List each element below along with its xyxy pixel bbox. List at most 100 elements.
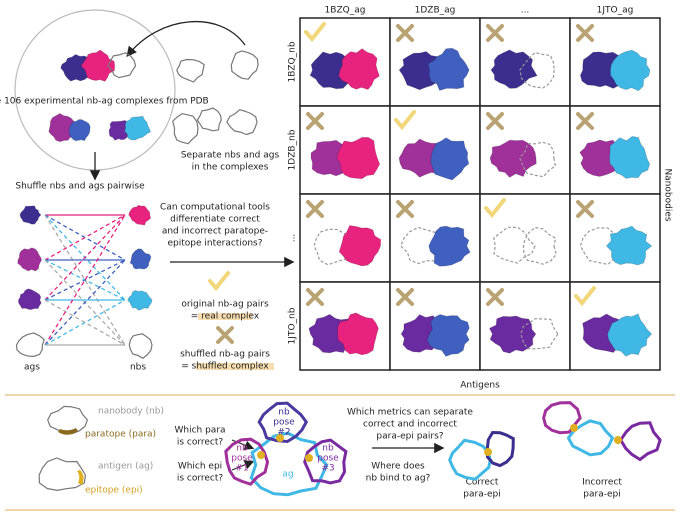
outline: [230, 50, 259, 80]
nb-pose: [224, 437, 270, 486]
question: is correct?: [177, 474, 224, 484]
outline: [15, 332, 45, 358]
question: Which para: [174, 426, 225, 436]
question: Where does: [371, 462, 425, 472]
outline: [38, 457, 86, 491]
check-mark: [484, 198, 506, 219]
check-mark: [574, 286, 596, 307]
protein: [128, 204, 152, 226]
protein: [606, 313, 653, 357]
pose-label: nb: [278, 408, 290, 418]
protein: [68, 118, 91, 142]
protein: [430, 137, 470, 181]
pose-label: pose: [273, 418, 295, 428]
axis-title: Antigens: [460, 381, 500, 391]
nb: [618, 421, 662, 462]
legend-text: epitope (epi): [85, 486, 143, 496]
caption: Take 106 experimental nb-ag complexes fr…: [0, 97, 209, 107]
arrow: [231, 460, 255, 471]
paratope: [58, 428, 78, 435]
cross-mark: [306, 200, 324, 218]
epitope: [77, 470, 84, 485]
outline: [519, 52, 555, 89]
pair-line: [44, 259, 126, 301]
cross-mark: [396, 24, 414, 42]
outline: [47, 405, 88, 435]
caption: para-epi: [463, 490, 500, 500]
row-label: 1BZQ_nb: [288, 41, 298, 82]
outline: [493, 226, 536, 264]
outline: [107, 52, 137, 79]
legend-text: paratope (para): [85, 430, 156, 440]
highlight: [198, 313, 252, 320]
protein: [608, 135, 651, 180]
nb-pose: [257, 401, 309, 444]
cross-mark: [576, 200, 594, 218]
question: Which metrics can separate: [347, 408, 473, 418]
question: correct and incorrect: [363, 420, 457, 430]
column-label: ...: [521, 6, 530, 16]
column-label: 1BZQ_ag: [325, 6, 366, 16]
column-label: 1JTO_ag: [597, 6, 634, 16]
caption: Shuffle nbs and ags pairwise: [15, 182, 145, 192]
cross-mark: [306, 288, 324, 306]
epitope: [614, 436, 622, 444]
label: ags: [24, 363, 40, 373]
antigen: [448, 438, 492, 481]
protein: [488, 315, 537, 354]
pair-line: [44, 259, 126, 346]
outline: [176, 58, 205, 83]
label: nbs: [130, 363, 146, 373]
column-label: 1DZB_ag: [415, 6, 456, 16]
nb-pose: [303, 438, 348, 485]
cross-mark: [216, 326, 234, 344]
legend-text: = shuffled complex: [181, 362, 269, 372]
check-mark: [208, 271, 230, 292]
pose-label: pose: [317, 454, 339, 464]
pair-line: [44, 299, 126, 346]
cross-mark: [576, 112, 594, 130]
legend-text: shuffled nb-ag pairs: [180, 350, 270, 360]
caption: Separate nbs and ags: [181, 151, 280, 161]
question: Can computational tools: [160, 203, 270, 213]
cross-mark: [486, 24, 504, 42]
pair-line: [44, 214, 126, 301]
check-mark: [394, 110, 416, 131]
legend-text: = real complex: [191, 312, 260, 322]
protein: [338, 224, 382, 267]
caption: in the complexes: [192, 163, 269, 173]
epitope: [484, 448, 492, 456]
protein: [129, 248, 152, 270]
cross-mark: [576, 24, 594, 42]
pair-line: [44, 214, 126, 346]
nb: [542, 401, 582, 435]
protein: [428, 225, 471, 267]
protein: [338, 47, 381, 91]
protein: [19, 205, 42, 225]
protein: [123, 115, 152, 141]
row-label: 1JTO_nb: [288, 307, 298, 344]
question: differentiate correct: [170, 215, 260, 225]
protein: [609, 49, 651, 92]
cross-mark: [396, 200, 414, 218]
pose-label: #1: [235, 464, 248, 474]
protein: [426, 313, 470, 358]
pose-label: pose: [231, 454, 253, 464]
pair-line: [44, 214, 126, 346]
epitope: [305, 454, 313, 462]
highlight: [196, 363, 274, 370]
protein: [605, 225, 653, 266]
protein: [126, 289, 153, 311]
antigen: [249, 431, 329, 497]
question: and incorrect paratope-: [162, 227, 268, 237]
outline: [519, 141, 556, 178]
outline: [579, 227, 623, 265]
ag-label: ag: [282, 470, 293, 480]
epitope: [257, 451, 265, 459]
nb: [485, 430, 515, 468]
pair-line: [44, 214, 126, 261]
cross-mark: [486, 112, 504, 130]
antigen: [566, 419, 615, 457]
caption: para-epi: [583, 490, 620, 500]
